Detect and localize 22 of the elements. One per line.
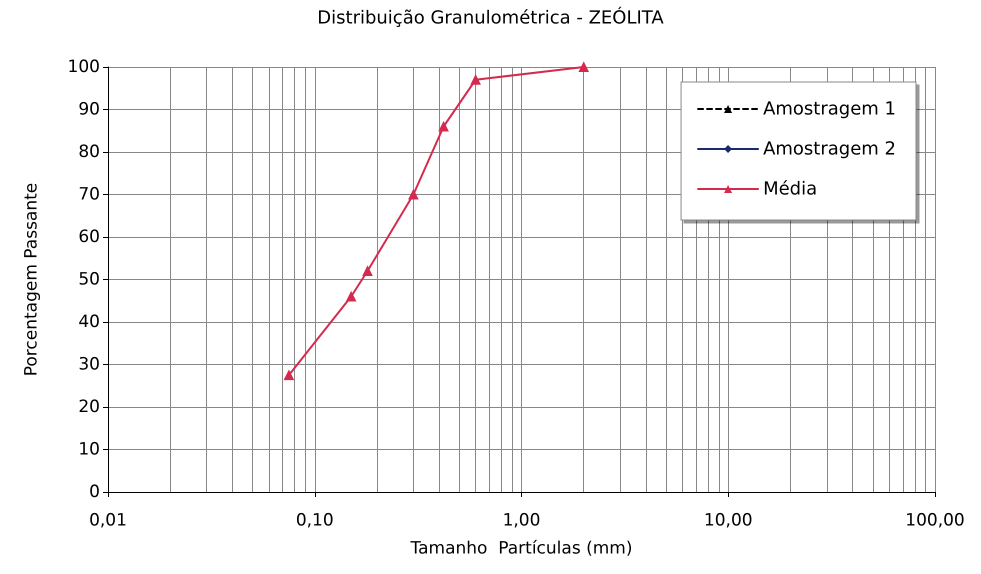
y-tick-label: 80: [78, 142, 100, 162]
x-tick-label: 100,00: [905, 510, 965, 530]
legend-label: Amostragem 2: [763, 138, 896, 160]
y-tick-label: 60: [78, 227, 100, 247]
x-tick-label: 0,01: [89, 510, 127, 530]
x-axis-title: Tamanho Partículas (mm): [410, 538, 632, 558]
chart-title: Distribuição Granulométrica - ZEÓLITA: [317, 6, 664, 28]
y-tick-label: 30: [78, 354, 100, 374]
y-tick-label: 20: [78, 397, 100, 417]
y-tick-label: 50: [78, 270, 100, 290]
y-tick-label: 40: [78, 312, 100, 332]
x-tick-label: 10,00: [704, 510, 753, 530]
x-tick-label: 0,10: [296, 510, 334, 530]
legend-label: Amostragem 1: [763, 98, 896, 120]
y-tick-label: 90: [78, 100, 100, 120]
legend-label: Média: [763, 178, 818, 200]
x-tick-label: 1,00: [502, 510, 540, 530]
y-tick-label: 10: [78, 440, 100, 460]
y-tick-label: 0: [89, 482, 100, 502]
y-axis-title: Porcentagem Passante: [22, 182, 42, 376]
y-tick-label: 70: [78, 184, 100, 204]
y-tick-label: 100: [68, 57, 100, 77]
